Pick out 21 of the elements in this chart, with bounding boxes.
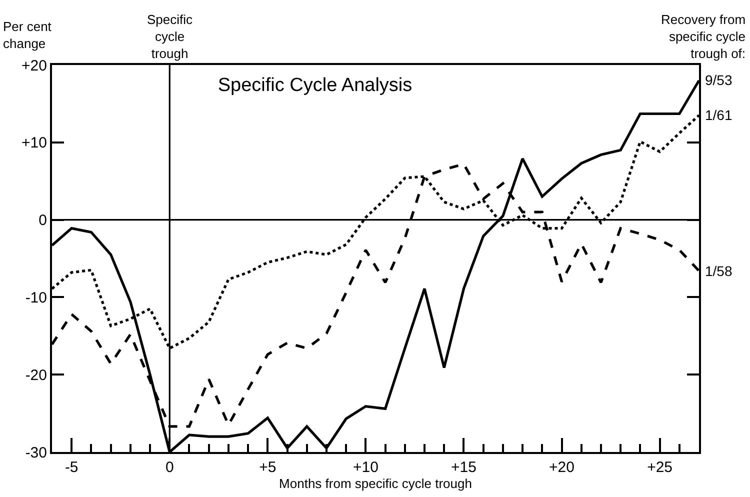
x-tick-label: +15 [451,459,476,476]
text: Specific Cycle Analysis [218,75,412,96]
x-tick-label: 0 [165,459,174,476]
y-tick-label: -30 [25,444,47,462]
x-axis-title: Months from specific cycle trough [279,476,472,491]
series-label: 1/58 [705,263,732,279]
y-tick-label: -20 [25,366,47,384]
y-tick-label: +10 [22,134,47,152]
y-tick-label: 0 [38,212,47,230]
x-tick-label: +10 [352,459,378,476]
y-tick-label: +20 [22,57,47,74]
series-label: 1/61 [705,107,732,123]
x-tick-label: +25 [647,459,673,476]
x-tick-label: +5 [259,459,276,476]
y-tick-label: -10 [25,289,47,306]
ref-line-label: Specific cycle trough [147,12,194,61]
x-tick-label: -5 [64,459,78,476]
y-axis-title: Per cent change [3,19,52,51]
series-label: 9/53 [705,72,732,88]
legend-title: Recovery from specific cycle trough of: [661,12,746,61]
x-tick-label: +20 [549,459,574,476]
